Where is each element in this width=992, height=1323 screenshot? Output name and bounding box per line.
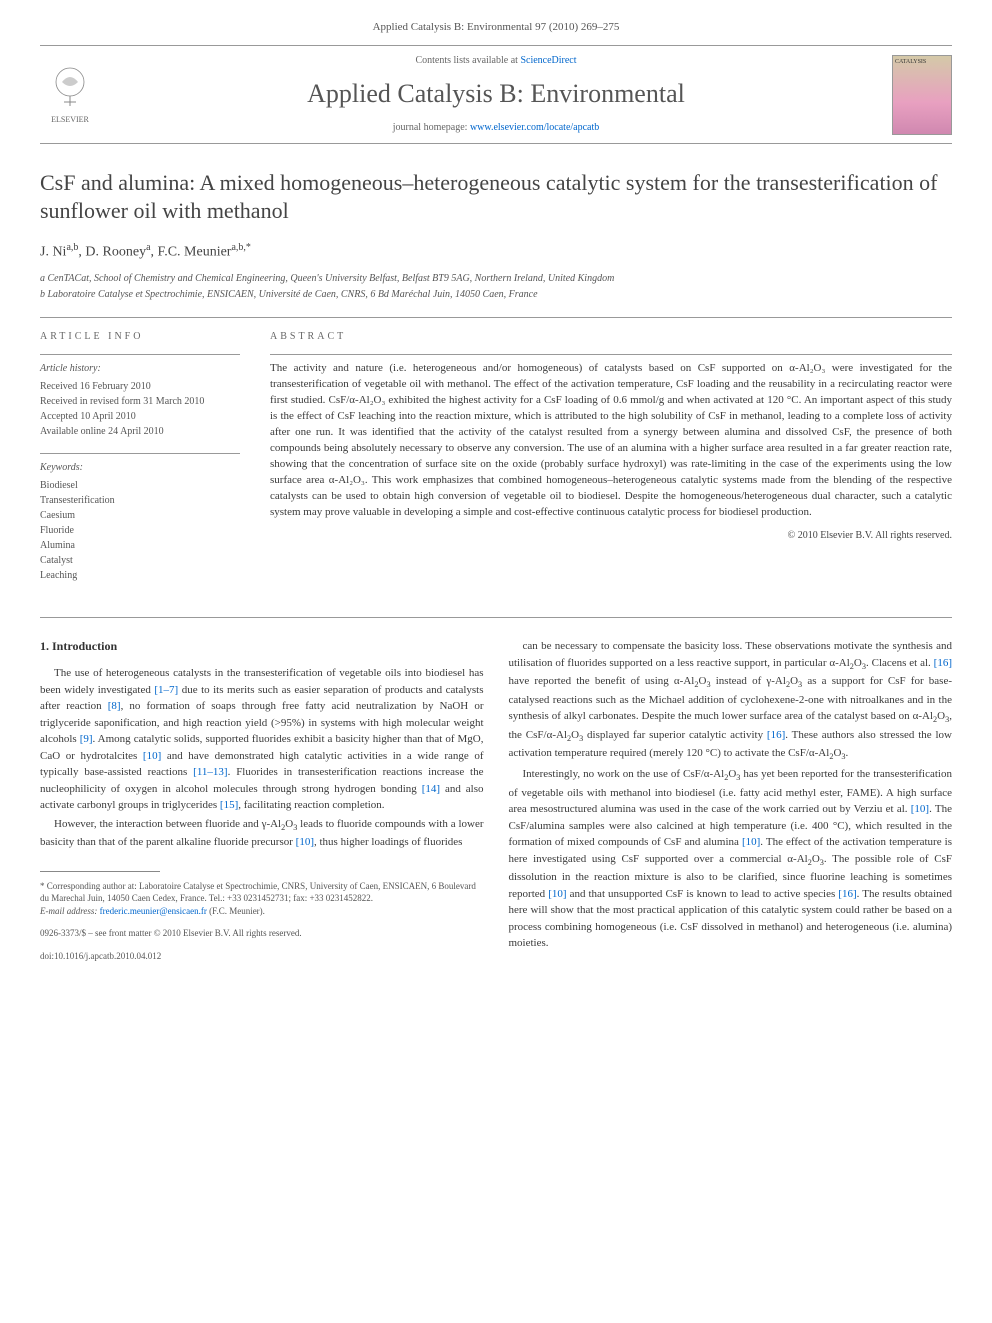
email-line: E-mail address: frederic.meunier@ensicae… — [40, 905, 484, 918]
divider — [40, 317, 952, 318]
doi-line: doi:10.1016/j.apcatb.2010.04.012 — [40, 950, 484, 963]
email-link[interactable]: frederic.meunier@ensicaen.fr — [100, 906, 207, 916]
citation-link[interactable]: [8] — [108, 700, 121, 712]
footnote-separator — [40, 871, 160, 872]
keyword-item: Catalyst — [40, 553, 240, 568]
publisher-logo: ELSEVIER — [40, 60, 100, 130]
citation-link[interactable]: [16] — [838, 888, 856, 900]
citation-link[interactable]: [15] — [220, 799, 238, 811]
citation-link[interactable]: [16] — [934, 657, 952, 669]
article-info-column: ARTICLE INFO Article history: Received 1… — [40, 330, 240, 597]
citation-link[interactable]: [1–7] — [154, 684, 178, 696]
contents-line: Contents lists available at ScienceDirec… — [100, 54, 892, 68]
keyword-item: Biodiesel — [40, 478, 240, 493]
abstract-text: The activity and nature (i.e. heterogene… — [270, 361, 952, 520]
section-heading-intro: 1. Introduction — [40, 638, 484, 655]
keyword-item: Fluoride — [40, 523, 240, 538]
citation-link[interactable]: [10] — [742, 836, 760, 848]
keyword-item: Leaching — [40, 568, 240, 583]
citation-link[interactable]: [16] — [767, 729, 785, 741]
keyword-item: Alumina — [40, 538, 240, 553]
citation-link[interactable]: [9] — [80, 733, 93, 745]
journal-info-block: Contents lists available at ScienceDirec… — [100, 54, 892, 134]
article-title: CsF and alumina: A mixed homogeneous–het… — [40, 169, 952, 226]
abstract-copyright: © 2010 Elsevier B.V. All rights reserved… — [270, 529, 952, 543]
page-citation: Applied Catalysis B: Environmental 97 (2… — [40, 20, 952, 35]
body-paragraph: The use of heterogeneous catalysts in th… — [40, 665, 484, 814]
history-line: Received in revised form 31 March 2010 — [40, 394, 240, 409]
author-list: J. Nia,b, D. Rooneya, F.C. Meuniera,b,* — [40, 241, 952, 262]
history-line: Accepted 10 April 2010 — [40, 409, 240, 424]
publisher-name: ELSEVIER — [51, 114, 89, 125]
divider — [40, 617, 952, 618]
article-info-heading: ARTICLE INFO — [40, 330, 240, 344]
body-two-column: 1. Introduction The use of heterogeneous… — [40, 638, 952, 962]
abstract-column: ABSTRACT The activity and nature (i.e. h… — [270, 330, 952, 597]
homepage-line: journal homepage: www.elsevier.com/locat… — [100, 121, 892, 135]
affiliations: a CenTACat, School of Chemistry and Chem… — [40, 272, 952, 302]
citation-link[interactable]: [14] — [422, 783, 440, 795]
history-line: Received 16 February 2010 — [40, 379, 240, 394]
article-history-block: Article history: Received 16 February 20… — [40, 361, 240, 439]
abstract-heading: ABSTRACT — [270, 330, 952, 344]
keyword-item: Caesium — [40, 508, 240, 523]
journal-header-bar: ELSEVIER Contents lists available at Sci… — [40, 45, 952, 143]
elsevier-tree-icon — [50, 64, 90, 114]
citation-link[interactable]: [10] — [911, 803, 929, 815]
affiliation-line: b Laboratoire Catalyse et Spectrochimie,… — [40, 288, 952, 302]
body-paragraph: Interestingly, no work on the use of CsF… — [509, 766, 953, 952]
journal-name: Applied Catalysis B: Environmental — [100, 76, 892, 112]
front-matter: 0926-3373/$ – see front matter © 2010 El… — [40, 927, 484, 940]
affiliation-line: a CenTACat, School of Chemistry and Chem… — [40, 272, 952, 286]
body-col-left: 1. Introduction The use of heterogeneous… — [40, 638, 484, 962]
keyword-item: Transesterification — [40, 493, 240, 508]
corresponding-author-note: * Corresponding author at: Laboratoire C… — [40, 880, 484, 905]
keywords-block: Keywords: BiodieselTransesterificationCa… — [40, 460, 240, 583]
body-col-right: can be necessary to compensate the basic… — [509, 638, 953, 962]
body-paragraph: can be necessary to compensate the basic… — [509, 638, 953, 764]
body-paragraph: However, the interaction between fluorid… — [40, 816, 484, 851]
history-line: Available online 24 April 2010 — [40, 424, 240, 439]
journal-cover-thumbnail: CATALYSIS — [892, 55, 952, 135]
sciencedirect-link[interactable]: ScienceDirect — [520, 55, 576, 66]
citation-link[interactable]: [10] — [548, 888, 566, 900]
citation-link[interactable]: [11–13] — [193, 766, 227, 778]
info-abstract-row: ARTICLE INFO Article history: Received 1… — [40, 330, 952, 597]
citation-link[interactable]: [10] — [296, 836, 314, 848]
homepage-link[interactable]: www.elsevier.com/locate/apcatb — [470, 122, 599, 133]
citation-link[interactable]: [10] — [143, 750, 161, 762]
